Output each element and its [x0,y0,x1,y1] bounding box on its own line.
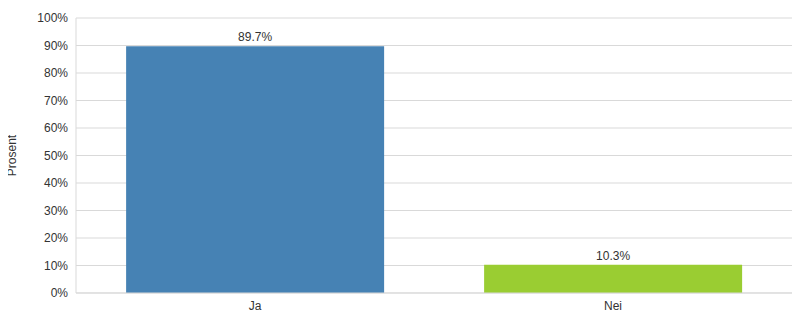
svg-text:Nei: Nei [604,299,622,313]
svg-text:0%: 0% [51,286,69,300]
svg-text:80%: 80% [44,66,68,80]
svg-text:100%: 100% [37,11,68,25]
svg-text:60%: 60% [44,121,68,135]
svg-text:Ja: Ja [249,299,262,313]
svg-text:10.3%: 10.3% [596,249,630,263]
svg-text:40%: 40% [44,176,68,190]
svg-text:10%: 10% [44,259,68,273]
svg-text:70%: 70% [44,94,68,108]
svg-text:50%: 50% [44,149,68,163]
svg-text:Prosent: Prosent [8,134,19,176]
svg-text:30%: 30% [44,204,68,218]
svg-text:90%: 90% [44,39,68,53]
svg-text:20%: 20% [44,231,68,245]
svg-text:89.7%: 89.7% [238,30,272,44]
